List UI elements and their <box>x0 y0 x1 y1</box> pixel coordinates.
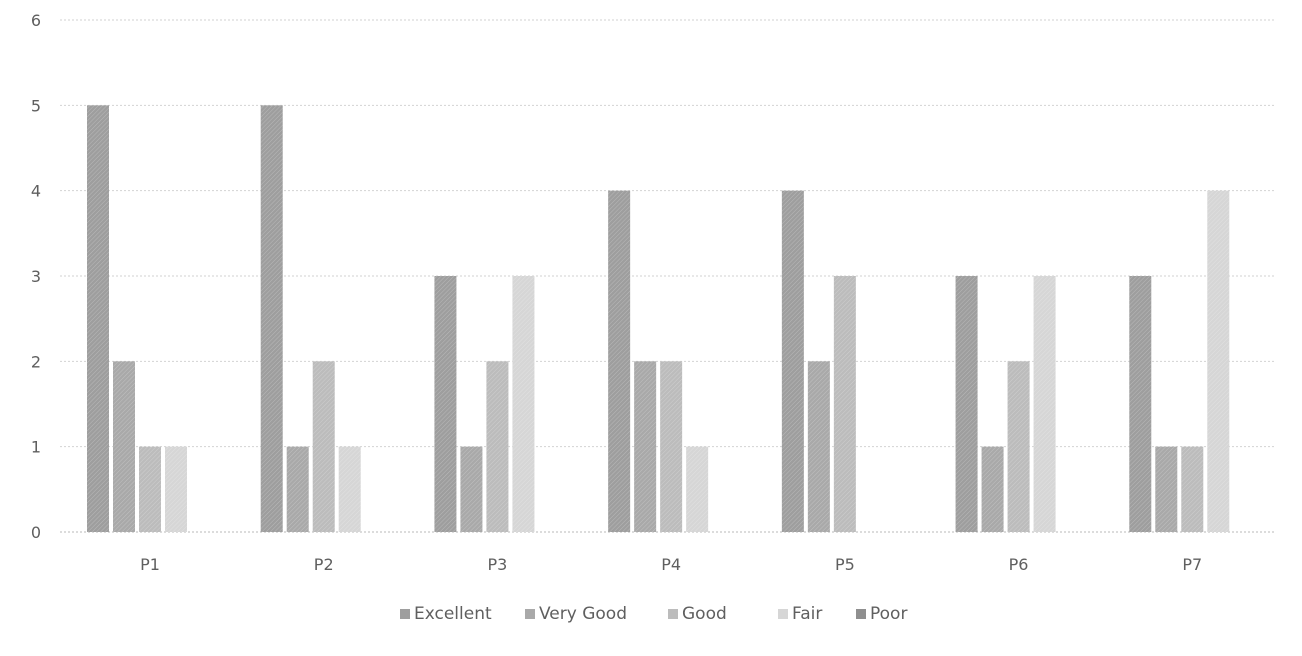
legend-label: Excellent <box>414 604 492 624</box>
y-tick-label: 1 <box>31 438 41 457</box>
x-tick-label: P1 <box>140 555 160 574</box>
legend-label: Poor <box>870 604 907 624</box>
x-tick-label: P5 <box>835 555 855 574</box>
y-tick-label: 2 <box>31 352 41 371</box>
y-tick-label: 5 <box>31 96 41 115</box>
legend-item: Good <box>668 604 727 624</box>
x-axis-ticks: P1 P2 P3 P4 P5 P6 P7 <box>140 555 1202 574</box>
legend-item: Excellent <box>400 604 492 624</box>
bar-texture <box>1207 190 1230 532</box>
bar-texture <box>1181 446 1204 532</box>
bar-texture <box>833 276 856 532</box>
legend-item: Poor <box>856 604 907 624</box>
bar-texture <box>981 446 1004 532</box>
legend-item: Very Good <box>525 604 627 624</box>
bar-texture <box>781 190 804 532</box>
legend-swatch <box>856 609 866 619</box>
x-tick-label: P2 <box>314 555 334 574</box>
legend-swatch <box>400 609 410 619</box>
y-tick-label: 3 <box>31 267 41 286</box>
bar-texture <box>338 446 361 532</box>
y-tick-label: 4 <box>31 182 41 201</box>
bar-texture <box>686 446 709 532</box>
bar-texture <box>113 361 135 532</box>
x-tick-label: P6 <box>1009 555 1029 574</box>
x-tick-label: P3 <box>488 555 508 574</box>
bar-texture <box>139 446 161 532</box>
bar-texture <box>460 446 483 532</box>
legend: Excellent Very Good Good Fair Poor <box>400 604 907 624</box>
bar-texture <box>955 276 978 532</box>
y-tick-label: 0 <box>31 523 41 542</box>
bar-texture <box>660 361 683 532</box>
bar-texture <box>1155 446 1178 532</box>
bar-texture <box>87 105 109 532</box>
legend-swatch <box>525 609 535 619</box>
y-tick-label: 6 <box>31 11 41 30</box>
bar-texture <box>634 361 657 532</box>
bar-texture <box>608 190 631 532</box>
legend-label: Fair <box>792 604 822 624</box>
legend-label: Good <box>682 604 727 624</box>
legend-swatch <box>778 609 788 619</box>
bar-texture <box>434 276 457 532</box>
bar-texture <box>1033 276 1056 532</box>
bar-texture <box>512 276 535 532</box>
legend-swatch <box>668 609 678 619</box>
bars <box>87 105 1230 532</box>
bar-texture <box>1007 361 1030 532</box>
bar-texture <box>286 446 309 532</box>
bar-texture <box>486 361 509 532</box>
bar-texture <box>312 361 335 532</box>
bar-texture <box>165 446 187 532</box>
legend-label: Very Good <box>539 604 627 624</box>
bar-texture <box>1129 276 1152 532</box>
bar-texture <box>807 361 830 532</box>
x-tick-label: P4 <box>661 555 681 574</box>
bar-texture <box>260 105 283 532</box>
y-axis-ticks: 0 1 2 3 4 5 6 <box>31 11 41 542</box>
x-tick-label: P7 <box>1182 555 1202 574</box>
legend-item: Fair <box>778 604 822 624</box>
